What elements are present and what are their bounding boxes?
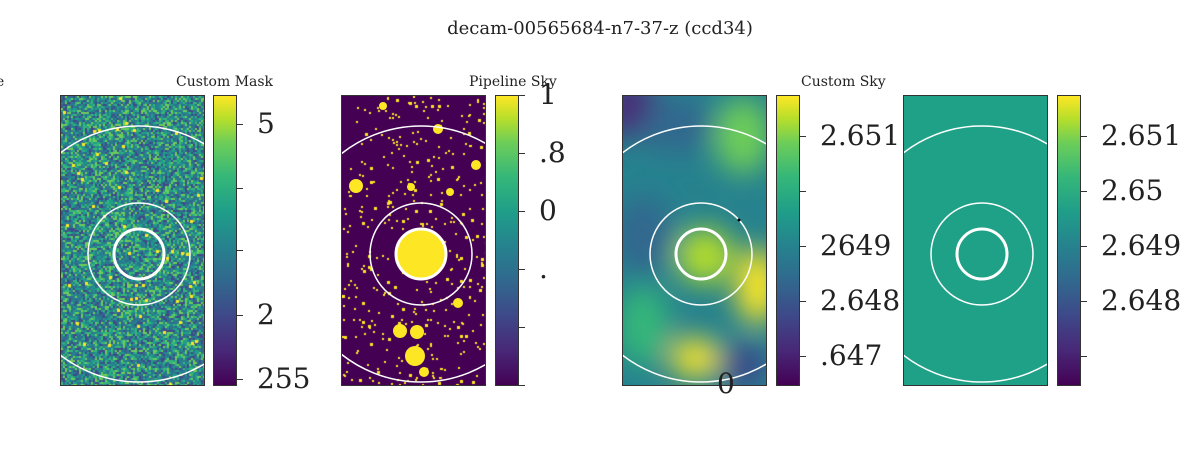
colorbar-tick bbox=[519, 153, 525, 154]
sky-region bbox=[717, 344, 766, 385]
colorbar-tick bbox=[237, 124, 243, 125]
blob bbox=[405, 346, 425, 366]
edge-label: e bbox=[0, 74, 5, 90]
colorbar-tick bbox=[1081, 136, 1087, 137]
colorbar-tick bbox=[519, 95, 525, 96]
inner-ring bbox=[955, 227, 1009, 281]
blob bbox=[393, 324, 407, 338]
figure-title: decam-00565684-n7-37-z (ccd34) bbox=[447, 18, 753, 39]
inner-ring bbox=[674, 227, 728, 281]
blob bbox=[433, 124, 443, 134]
colorbar-tick bbox=[1081, 191, 1087, 192]
panel-title-custom-sky: Custom Sky bbox=[801, 74, 886, 90]
colorbar-tick-label: 2.648 bbox=[1101, 284, 1182, 317]
outer-ring bbox=[342, 125, 485, 383]
middle-ring bbox=[649, 202, 753, 306]
blob bbox=[349, 179, 363, 193]
colorbar-custom-sky bbox=[776, 95, 800, 386]
colorbar-tick-label: .647 bbox=[820, 339, 883, 372]
custom-sky-field bbox=[623, 96, 766, 385]
blob bbox=[407, 183, 415, 191]
colorbar-tick-label: 2.649 bbox=[1101, 229, 1182, 262]
colorbar-tick bbox=[800, 246, 806, 247]
panel-title-custom-mask: Custom Mask bbox=[176, 74, 274, 90]
colorbar-tick bbox=[237, 315, 243, 316]
outer-ring bbox=[623, 125, 766, 383]
marker-dot bbox=[737, 218, 741, 222]
outer-ring bbox=[61, 125, 204, 383]
colorbar-tick-label: 0 bbox=[539, 194, 557, 227]
colorbar-tick bbox=[1081, 356, 1087, 357]
colorbar-tick bbox=[800, 356, 806, 357]
colorbar-pipeline-sky bbox=[495, 95, 519, 386]
colorbar-tick bbox=[519, 327, 525, 328]
colorbar-tick-label: 5 bbox=[257, 107, 275, 140]
uniform-sky-rings bbox=[904, 125, 1047, 383]
sky-high-region bbox=[736, 248, 766, 324]
colorbar-tick-label: .8 bbox=[539, 136, 566, 169]
middle-ring bbox=[369, 202, 473, 306]
central-blob bbox=[396, 229, 446, 279]
blob bbox=[410, 325, 424, 339]
colorbar-tick-label: 255 bbox=[257, 362, 311, 395]
colorbar-tick-label: 2.65 bbox=[1101, 174, 1164, 207]
middle-ring bbox=[930, 202, 1034, 306]
panel-title-pipeline-sky: Pipeline Sky bbox=[469, 74, 557, 90]
blob bbox=[419, 367, 429, 377]
colorbar-tick bbox=[519, 269, 525, 270]
colorbar-tick bbox=[1081, 301, 1087, 302]
colorbar-tick-label: 2.651 bbox=[1101, 119, 1182, 152]
colorbar-tick bbox=[800, 136, 806, 137]
custom-mask-noise bbox=[61, 96, 204, 385]
custom-sky-image bbox=[622, 95, 767, 386]
colorbar-custom-mask bbox=[213, 95, 237, 386]
pipeline-sky-blobs bbox=[342, 102, 485, 383]
blob bbox=[446, 188, 454, 196]
sky-region bbox=[715, 98, 766, 174]
colorbar-uniform-sky bbox=[1057, 95, 1081, 386]
colorbar-tick bbox=[519, 385, 525, 386]
colorbar-tick-label: 2649 bbox=[820, 229, 892, 262]
colorbar-tick bbox=[800, 191, 806, 192]
colorbar-tick bbox=[237, 379, 243, 380]
blob bbox=[453, 298, 463, 308]
colorbar-tick bbox=[1081, 246, 1087, 247]
blob bbox=[471, 160, 481, 170]
inner-ring bbox=[394, 227, 448, 281]
blob bbox=[379, 102, 387, 110]
uniform-sky-image bbox=[903, 95, 1048, 386]
colorbar-tick bbox=[800, 301, 806, 302]
colorbar-tick-label: 1 bbox=[539, 78, 557, 111]
colorbar-tick bbox=[237, 188, 243, 189]
sky-high-region bbox=[671, 338, 719, 378]
colorbar-tick-label: . bbox=[539, 252, 548, 285]
sky-region bbox=[640, 98, 716, 154]
colorbar-tick-label: 2.651 bbox=[820, 119, 901, 152]
colorbar-tick-label: 2.648 bbox=[820, 284, 901, 317]
custom-sky-annotation: 0 bbox=[717, 367, 735, 400]
colorbar-tick-label: 2 bbox=[257, 298, 275, 331]
pipeline-sky-image bbox=[341, 95, 486, 386]
custom-mask-rings bbox=[61, 125, 204, 383]
colorbar-tick bbox=[237, 250, 243, 251]
middle-ring bbox=[87, 202, 191, 306]
inner-ring bbox=[112, 227, 166, 281]
outer-ring bbox=[904, 125, 1047, 383]
sky-region bbox=[623, 286, 669, 366]
sky-region bbox=[623, 196, 673, 276]
colorbar-tick bbox=[519, 211, 525, 212]
custom-mask-image bbox=[60, 95, 205, 386]
